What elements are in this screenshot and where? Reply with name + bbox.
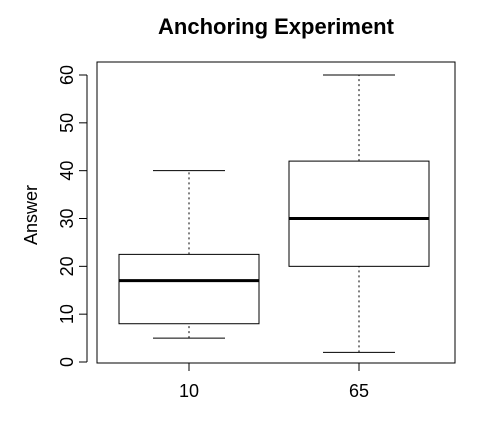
x-tick-label: 65 — [349, 381, 369, 401]
box-10 — [118, 170, 260, 339]
boxes — [118, 74, 430, 353]
chart-title: Anchoring Experiment — [158, 14, 395, 39]
y-tick-label: 20 — [57, 256, 77, 276]
y-tick-label: 30 — [57, 208, 77, 228]
y-tick-label: 40 — [57, 161, 77, 181]
y-axis: 0 10 20 30 40 50 60 — [57, 65, 88, 367]
y-tick-label: 60 — [57, 65, 77, 85]
y-tick-label: 0 — [57, 357, 77, 367]
y-axis-label: Answer — [21, 185, 41, 245]
x-tick-label: 10 — [179, 381, 199, 401]
y-tick-label: 10 — [57, 304, 77, 324]
box-65 — [288, 74, 430, 353]
plot-frame — [96, 61, 456, 364]
box-iqr — [288, 160, 430, 267]
y-tick-label: 50 — [57, 113, 77, 133]
box-iqr — [118, 253, 260, 325]
x-axis: 10 65 — [179, 363, 369, 401]
